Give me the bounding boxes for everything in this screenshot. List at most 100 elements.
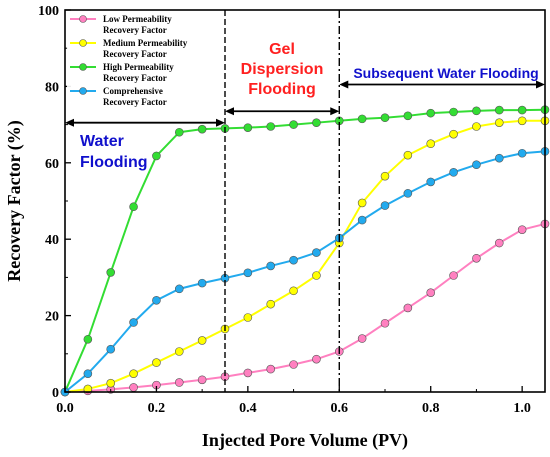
- data-point: [129, 383, 138, 392]
- arrow-head: [536, 80, 545, 89]
- series-layer: [60, 105, 550, 397]
- data-point: [243, 368, 253, 378]
- data-point: [289, 286, 298, 296]
- annotation-line: Water: [80, 133, 124, 150]
- y-axis-title: Recovery Factor (%): [4, 120, 25, 282]
- x-tick-label: 0.2: [148, 401, 166, 416]
- legend-label-line: High Permeability: [103, 62, 174, 72]
- x-axis-title: Injected Pore Volume (PV): [202, 430, 408, 451]
- series-line-3: [64, 150, 546, 393]
- data-point: [517, 105, 527, 115]
- series-line-0: [64, 222, 546, 393]
- y-tick-label: 40: [45, 233, 59, 248]
- data-point: [289, 360, 298, 369]
- legend-label-line: Recovery Factor: [103, 49, 167, 59]
- arrow-head: [330, 107, 340, 116]
- data-point: [449, 129, 458, 139]
- data-point: [449, 107, 458, 117]
- data-point: [380, 318, 390, 328]
- data-point: [312, 248, 321, 257]
- y-tick-label: 80: [45, 80, 59, 95]
- data-point: [152, 296, 161, 305]
- x-tick-label: 0.8: [422, 401, 440, 416]
- legend-swatch-marker: [79, 87, 87, 95]
- legend-label-line: Recovery Factor: [103, 97, 167, 107]
- y-tick-label: 60: [45, 157, 59, 172]
- data-point: [403, 150, 413, 160]
- data-point: [449, 168, 458, 177]
- legend-label-line: Recovery Factor: [103, 73, 167, 83]
- x-tick-label: 0.4: [239, 401, 257, 416]
- annotation-subsequent: Subsequent Water Flooding: [353, 65, 538, 81]
- annotation-water: Water Flooding: [80, 133, 148, 171]
- data-point: [312, 271, 321, 280]
- annotation-line: Flooding: [248, 81, 316, 98]
- data-point: [426, 108, 436, 118]
- data-point: [197, 375, 207, 385]
- data-point: [174, 127, 184, 137]
- arrow-head: [216, 118, 225, 127]
- data-point: [152, 358, 161, 367]
- arrow-head: [339, 80, 349, 89]
- data-point: [174, 347, 184, 356]
- data-point: [426, 288, 436, 297]
- data-point: [266, 364, 276, 374]
- data-point: [380, 113, 390, 123]
- data-point: [266, 299, 276, 309]
- data-point: [289, 120, 298, 129]
- guides-layer: [65, 10, 545, 392]
- data-point: [312, 118, 321, 127]
- data-point: [403, 189, 413, 198]
- data-point: [380, 201, 390, 210]
- data-point: [152, 151, 161, 161]
- data-point: [403, 111, 413, 121]
- data-point: [312, 354, 321, 364]
- x-tick-label: 0.0: [56, 401, 74, 416]
- data-point: [494, 118, 504, 127]
- legend-box: [67, 12, 202, 116]
- data-point: [449, 271, 458, 280]
- data-point: [357, 334, 367, 343]
- y-tick-label: 20: [45, 310, 59, 325]
- data-point: [174, 378, 184, 387]
- data-point: [517, 116, 527, 126]
- legend-swatch-marker: [79, 63, 87, 71]
- data-point: [357, 114, 367, 124]
- data-point: [289, 255, 298, 265]
- data-point: [472, 160, 481, 170]
- data-point: [426, 139, 436, 148]
- arrow-head: [225, 107, 234, 116]
- legend-swatch-marker: [79, 15, 87, 23]
- data-point: [83, 384, 93, 394]
- data-point: [243, 268, 253, 278]
- data-point: [129, 202, 138, 212]
- series-line-2: [64, 108, 546, 393]
- data-point: [106, 378, 116, 388]
- annotation-line: Subsequent Water Flooding: [353, 65, 538, 81]
- data-point: [129, 369, 138, 378]
- x-tick-label: 0.6: [331, 401, 349, 416]
- y-tick-label: 100: [38, 4, 59, 19]
- annotation-layer: Water Flooding Gel Dispersion Flooding Subseq…: [80, 41, 539, 171]
- legend-label: High Permeability Recovery Factor: [103, 62, 174, 83]
- y-tick-label: 0: [52, 386, 59, 401]
- annotation-line: Dispersion: [241, 61, 324, 78]
- data-point: [106, 344, 116, 354]
- legend-swatch-marker: [79, 39, 87, 47]
- legend-label-line: Recovery Factor: [103, 25, 167, 35]
- arrow-head: [65, 118, 74, 127]
- data-point: [403, 303, 413, 313]
- data-point: [83, 369, 93, 378]
- data-point: [266, 122, 276, 131]
- data-point: [357, 198, 367, 208]
- data-point: [197, 278, 207, 288]
- axes-layer: 0.0 0.2 0.4 0.6 0.8 1.0 0 20 40 60 80 100: [38, 4, 531, 416]
- data-point: [472, 106, 481, 116]
- data-point: [472, 122, 481, 131]
- data-point: [197, 124, 207, 134]
- data-point: [106, 268, 116, 277]
- data-point: [426, 177, 436, 187]
- data-point: [517, 225, 527, 234]
